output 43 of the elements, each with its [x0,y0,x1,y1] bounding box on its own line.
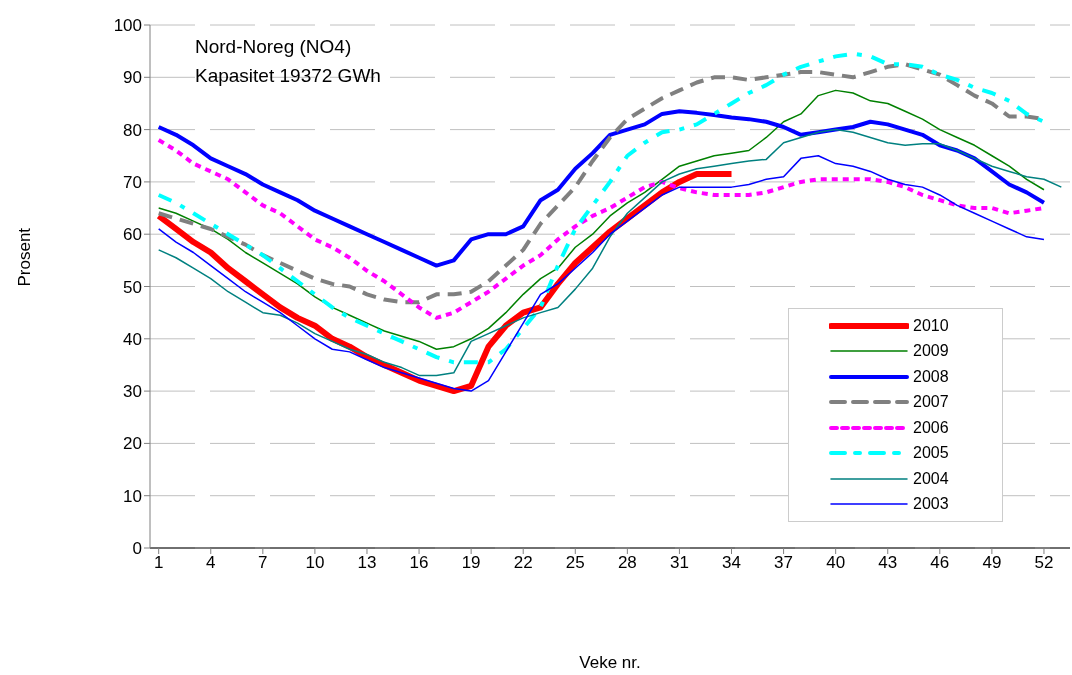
x-tick-label: 10 [305,553,325,573]
x-tick-label: 19 [461,553,481,573]
x-tick-label: 49 [982,553,1002,573]
annotation: Nord-Noreg (NO4) [195,36,352,58]
y-tick-label: 100 [113,16,142,36]
y-tick-label: 70 [123,172,142,192]
x-tick-label: 40 [826,553,846,573]
y-tick-label: 0 [132,539,142,559]
x-tick-label: 13 [357,553,377,573]
x-tick-label: 22 [513,553,533,573]
legend-label: 2009 [913,342,949,361]
x-tick-label: 28 [617,553,637,573]
x-tick-label: 4 [206,553,216,573]
legend-label: 2003 [913,495,949,514]
legend-label: 2006 [913,418,949,437]
legend-label: 2004 [913,469,949,488]
x-tick-label: 16 [409,553,429,573]
line-series [157,155,1045,392]
y-tick-label: 90 [123,68,142,88]
y-tick-label: 20 [123,434,142,454]
x-axis-title: Veke nr. [579,653,641,672]
legend-label: 2010 [913,316,949,335]
y-tick-label: 60 [123,225,142,245]
x-tick-label: 37 [774,553,794,573]
x-tick-label: 52 [1034,553,1054,573]
y-tick-label: 10 [123,486,142,506]
y-axis-title: Prosent [15,227,35,287]
line-series [156,109,1046,268]
y-tick-label: 80 [123,120,142,140]
y-tick-label: 50 [123,277,142,297]
x-tick-label: 25 [565,553,585,573]
x-tick-label: 43 [878,553,898,573]
x-tick-label: 7 [258,553,268,573]
y-tick-label: 40 [123,329,142,349]
legend-label: 2007 [913,393,949,412]
legend-label: 2005 [913,444,949,463]
x-tick-label: 46 [930,553,950,573]
x-tick-label: 34 [722,553,741,573]
x-tick-label: 1 [153,553,164,573]
y-tick-label: 30 [123,382,142,402]
legend-label: 2008 [913,367,949,386]
x-tick-label: 31 [669,553,689,573]
annotation: Kapasitet 19372 GWh [195,65,381,87]
